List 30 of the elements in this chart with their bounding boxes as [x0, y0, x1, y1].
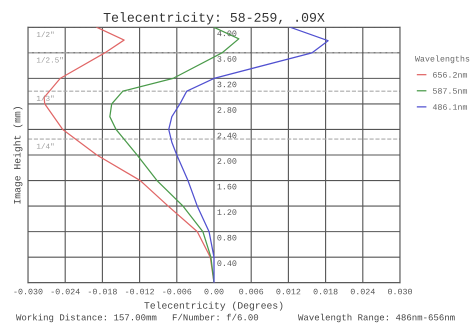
text: Working Distance: 157.00mm — [16, 314, 156, 322]
x-tick-label: -0.018 — [88, 288, 117, 294]
y-tick-label: 0.80 — [217, 234, 236, 241]
y-axis-title: Image Height (mm) — [13, 107, 22, 204]
x-tick-label: 0.00 — [204, 288, 224, 294]
x-axis-title: Telecentricity (Degrees) — [144, 302, 282, 311]
y-tick-label: 3.20 — [217, 82, 236, 88]
x-tick-label: 0.024 — [350, 288, 375, 294]
legend-label: 656.2nm — [433, 72, 468, 78]
x-tick-label: -0.024 — [52, 288, 80, 294]
y-tick-label: 1.20 — [217, 209, 236, 215]
legend-title: Wavelengths — [414, 55, 470, 64]
x-tick-label: 0.012 — [276, 288, 300, 294]
legend-label: 486.1nm — [432, 104, 468, 110]
y-tick-label: 2.40 — [217, 132, 236, 138]
y-tick-label: 3.60 — [217, 56, 236, 62]
text: F/Number: f/6.00 — [172, 314, 258, 320]
x-tick-label: 0.030 — [388, 288, 412, 294]
x-tick-label: -0.030 — [14, 288, 42, 294]
y-tick-label: 1.60 — [217, 184, 236, 190]
chart-title: Telecentricity: 58-259, .09X — [104, 12, 325, 24]
y-tick-label: 2.80 — [217, 107, 236, 113]
x-tick-label: 0.006 — [239, 288, 264, 294]
y-tick-label: 2.00 — [217, 158, 236, 164]
x-tick-label: 0.018 — [314, 288, 338, 294]
x-tick-label: -0.012 — [126, 288, 154, 294]
y-tick-label: 0.40 — [217, 260, 236, 266]
x-tick-label: -0.006 — [163, 288, 192, 294]
legend-label: 587.5nm — [432, 88, 468, 94]
text: Wavelength Range: 486nm-656nm — [298, 314, 455, 322]
